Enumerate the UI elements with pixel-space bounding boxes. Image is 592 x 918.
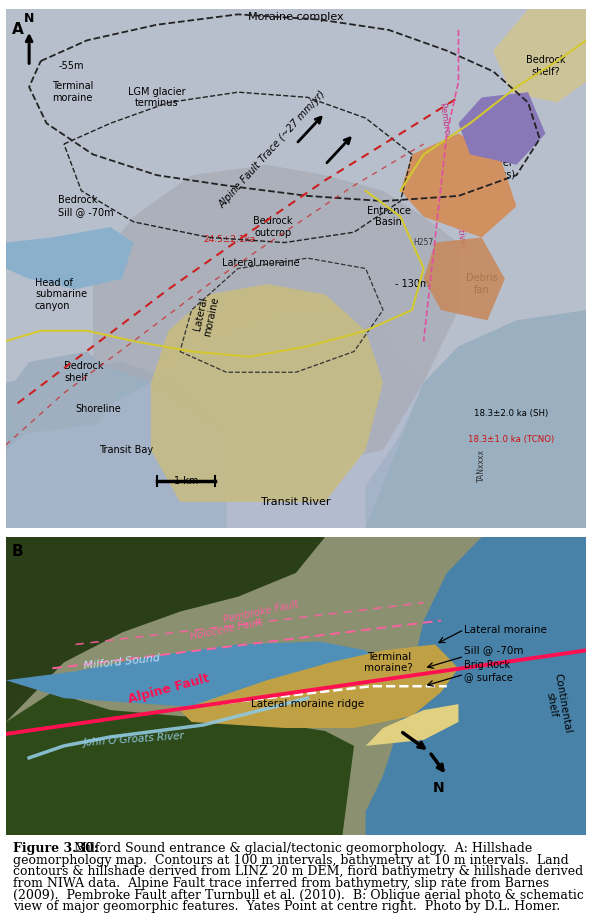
Polygon shape [366,310,586,528]
Polygon shape [6,537,325,722]
Text: Moraine complex: Moraine complex [248,12,344,22]
Text: TANxxxx: TANxxxx [477,449,486,482]
Polygon shape [6,362,226,528]
Polygon shape [6,642,383,711]
Polygon shape [6,227,134,289]
Text: Terminal
moraine?: Terminal moraine? [365,652,413,673]
Text: Brig Rock
@ surface: Brig Rock @ surface [464,660,513,682]
Text: Delta: Delta [503,113,530,123]
Text: contours & hillshade derived from LINZ 20 m DEM, fiord bathymetry & hillshade de: contours & hillshade derived from LINZ 2… [13,866,583,879]
Text: Entrance
Basin: Entrance Basin [367,206,411,228]
Text: N: N [432,780,444,795]
Text: Pembroke Fault (potentially active): Pembroke Fault (potentially active) [438,102,467,249]
Text: Figure 3.30:: Figure 3.30: [13,842,107,856]
Polygon shape [151,284,383,502]
Text: Sill @ -70m: Sill @ -70m [464,645,524,655]
Polygon shape [424,238,505,320]
Polygon shape [400,134,516,238]
Polygon shape [6,310,424,528]
Text: view of major geomorphic features.  Yates Point at centre right.  Photo by D.L. : view of major geomorphic features. Yates… [13,901,560,913]
Text: Bedrock
shelf?: Bedrock shelf? [526,55,565,77]
Text: Bedrock
shelf: Bedrock shelf [64,362,104,383]
Text: Transit Bay: Transit Bay [99,445,153,455]
Text: 18.3±1.0 ka (TCNO): 18.3±1.0 ka (TCNO) [468,435,554,444]
Polygon shape [6,352,122,434]
Text: N: N [24,12,34,25]
Text: Alpine Fault: Alpine Fault [126,672,210,706]
Text: Bedrock
outcrop: Bedrock outcrop [253,217,292,238]
Polygon shape [493,9,586,103]
Polygon shape [93,165,458,465]
Text: Alpine Fault Trace (~27 mm/yr): Alpine Fault Trace (~27 mm/yr) [217,89,328,210]
Text: (2009).  Pembroke Fault after Turnbull et al. (2010).  B: Oblique aerial photo &: (2009). Pembroke Fault after Turnbull et… [13,889,584,901]
Polygon shape [180,644,458,728]
Text: Holocene Fault: Holocene Fault [189,617,263,642]
Text: - 130m: - 130m [395,279,429,289]
Text: Continental
shelf: Continental shelf [541,672,573,736]
Polygon shape [366,704,458,745]
Polygon shape [458,92,545,165]
Text: 18.3±2.0 ka (SH): 18.3±2.0 ka (SH) [474,409,548,419]
Text: 24.5±2.1ka: 24.5±2.1ka [203,236,255,244]
Text: Head of
submarine
canyon: Head of submarine canyon [35,278,87,311]
Text: 1 km: 1 km [173,476,198,487]
Text: Lateral moraine ridge: Lateral moraine ridge [251,700,364,709]
Text: Lateral moraine: Lateral moraine [464,624,547,634]
Text: Terminal
moraine: Terminal moraine [52,82,94,103]
Text: Debris
fan: Debris fan [466,274,497,295]
Text: Lateral moraine: Lateral moraine [223,258,300,268]
Text: geomorphology map.  Contours at 100 m intervals, bathymetry at 10 m intervals.  : geomorphology map. Contours at 100 m int… [13,854,569,867]
Polygon shape [6,692,354,835]
Text: Pembroke Fault: Pembroke Fault [223,599,300,624]
Text: Transit River: Transit River [261,497,331,507]
Text: John O'Groats River: John O'Groats River [82,732,185,748]
Text: Thurso River
(debris flows)
Debris
fan: Thurso River (debris flows) Debris fan [449,158,514,203]
Text: Milford Sound: Milford Sound [83,654,160,671]
Text: Bedrock
Sill @ -70m: Bedrock Sill @ -70m [58,196,114,217]
Text: from NIWA data.  Alpine Fault trace inferred from bathymetry, slip rate from Bar: from NIWA data. Alpine Fault trace infer… [13,877,549,890]
Text: Shoreline: Shoreline [76,404,121,413]
Text: LGM glacier
terminus: LGM glacier terminus [128,86,185,108]
Text: B: B [12,544,23,559]
Text: A: A [12,22,24,37]
Text: -55m: -55m [58,62,83,72]
Text: H257: H257 [413,238,434,247]
Text: Lateral
moraine: Lateral moraine [191,293,221,337]
Text: Milford Sound entrance & glacial/tectonic geomorphology.  A: Hillshade: Milford Sound entrance & glacial/tectoni… [74,842,532,856]
Polygon shape [366,537,586,835]
